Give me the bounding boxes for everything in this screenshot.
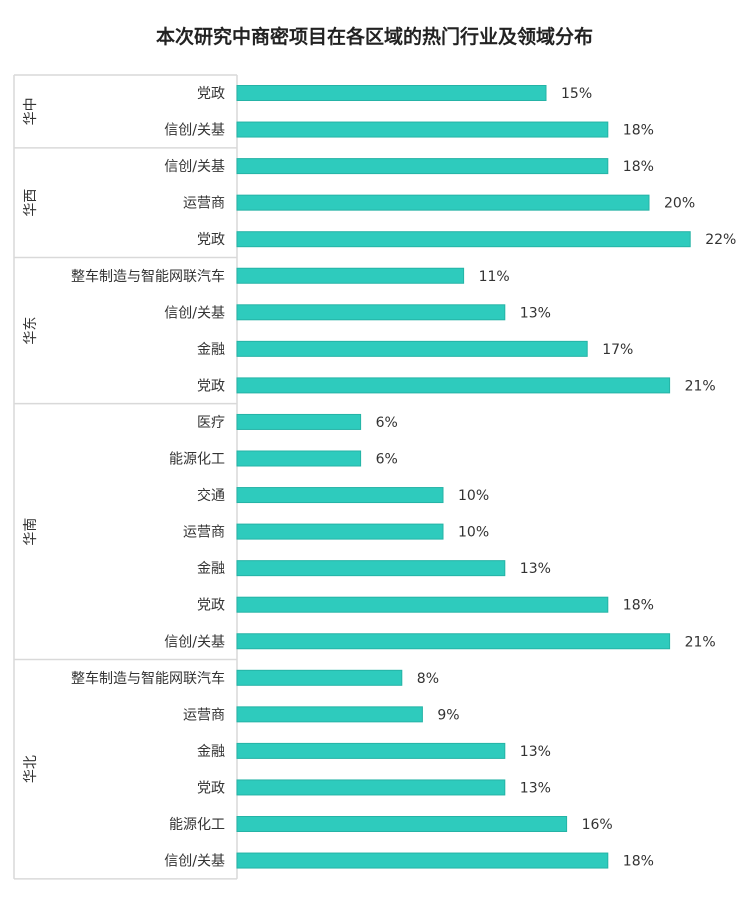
category-label: 交通 bbox=[197, 487, 225, 504]
value-label: 9% bbox=[437, 707, 459, 723]
category-label: 运营商 bbox=[183, 707, 225, 723]
value-label: 21% bbox=[685, 378, 716, 394]
bar bbox=[236, 487, 444, 504]
region-label: 华南 bbox=[23, 518, 39, 546]
region-label: 华西 bbox=[23, 189, 39, 217]
bar bbox=[236, 742, 506, 759]
value-label: 13% bbox=[520, 780, 551, 796]
bar bbox=[236, 560, 506, 577]
chart-title: 本次研究中商密项目在各区域的热门行业及领域分布 bbox=[155, 26, 593, 48]
category-label: 金融 bbox=[197, 744, 225, 760]
region-label: 华中 bbox=[23, 97, 39, 125]
bar bbox=[236, 523, 444, 540]
category-label: 党政 bbox=[197, 378, 225, 394]
value-label: 18% bbox=[623, 854, 654, 870]
category-label: 党政 bbox=[197, 86, 225, 102]
value-label: 18% bbox=[623, 159, 654, 175]
value-label: 22% bbox=[705, 232, 736, 248]
value-label: 16% bbox=[582, 817, 613, 833]
value-label: 13% bbox=[520, 561, 551, 577]
category-label: 金融 bbox=[197, 342, 225, 358]
value-label: 8% bbox=[417, 671, 439, 687]
bar bbox=[236, 267, 465, 284]
category-label: 党政 bbox=[197, 232, 225, 248]
category-label: 整车制造与智能网联汽车 bbox=[71, 670, 225, 687]
category-label: 整车制造与智能网联汽车 bbox=[71, 268, 225, 285]
value-label: 13% bbox=[520, 744, 551, 760]
bar bbox=[236, 852, 609, 869]
region-label: 华北 bbox=[23, 755, 39, 783]
bar bbox=[236, 194, 650, 211]
value-label: 11% bbox=[479, 269, 510, 285]
bar bbox=[236, 633, 671, 650]
category-label: 能源化工 bbox=[169, 452, 225, 468]
bar bbox=[236, 413, 362, 430]
category-label: 信创/关基 bbox=[164, 122, 225, 139]
bar bbox=[236, 816, 568, 832]
bar bbox=[236, 231, 691, 248]
bar bbox=[236, 377, 671, 394]
bar bbox=[236, 596, 609, 613]
value-label: 18% bbox=[623, 598, 654, 614]
category-label: 信创/关基 bbox=[164, 633, 225, 650]
bar bbox=[236, 779, 506, 796]
value-label: 20% bbox=[664, 196, 695, 212]
value-label: 6% bbox=[376, 415, 398, 431]
bar bbox=[236, 158, 609, 175]
category-label: 党政 bbox=[197, 780, 225, 796]
category-label: 医疗 bbox=[197, 415, 225, 431]
category-label: 信创/关基 bbox=[164, 853, 225, 870]
category-label: 信创/关基 bbox=[164, 304, 225, 321]
value-label: 17% bbox=[602, 342, 633, 358]
value-label: 21% bbox=[685, 634, 716, 650]
value-label: 6% bbox=[376, 452, 398, 468]
category-label: 运营商 bbox=[183, 525, 225, 541]
bars bbox=[236, 85, 691, 869]
bar bbox=[236, 669, 403, 686]
value-label: 10% bbox=[458, 525, 489, 541]
value-label: 15% bbox=[561, 86, 592, 102]
category-label: 信创/关基 bbox=[164, 158, 225, 175]
bar bbox=[236, 121, 609, 138]
value-labels: 15% 18% 18% 20% 22% 11% 13% 17% 21% 6% 6% 10% 10% 13%… bbox=[376, 86, 737, 870]
bar bbox=[236, 450, 362, 467]
value-label: 13% bbox=[520, 305, 551, 321]
category-label: 运营商 bbox=[183, 196, 225, 212]
category-label: 金融 bbox=[197, 561, 225, 577]
value-label: 18% bbox=[623, 123, 654, 139]
category-label: 党政 bbox=[197, 598, 225, 614]
bar bbox=[236, 304, 506, 321]
bar bbox=[236, 340, 588, 357]
category-labels: 党政信创/关基信创/关基运营商党政整车制造与智能网联汽车信创/关基金融党政医疗能… bbox=[71, 86, 225, 870]
region-label: 华东 bbox=[23, 317, 39, 345]
bar bbox=[236, 85, 547, 101]
bar bbox=[236, 706, 423, 723]
value-label: 10% bbox=[458, 488, 489, 504]
category-label: 能源化工 bbox=[169, 817, 225, 833]
